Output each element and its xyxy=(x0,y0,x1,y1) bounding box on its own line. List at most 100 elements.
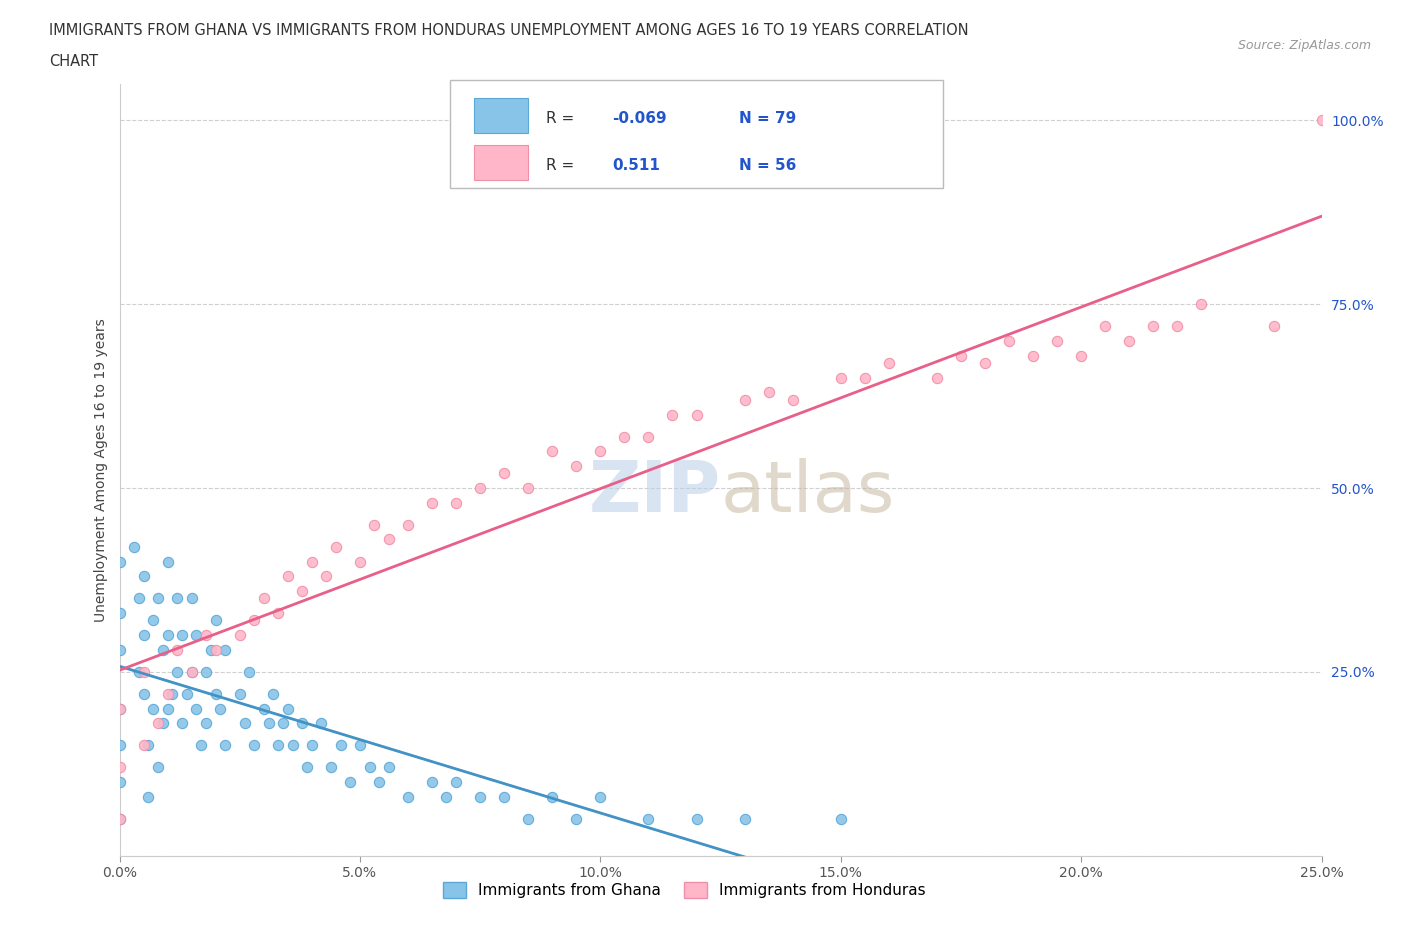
Point xyxy=(291,716,314,731)
Point xyxy=(209,701,232,716)
Point xyxy=(565,811,588,826)
Point xyxy=(685,811,707,826)
Point xyxy=(444,496,467,511)
Point xyxy=(166,664,188,679)
Point xyxy=(108,701,131,716)
Point xyxy=(180,664,202,679)
Point xyxy=(271,716,294,731)
Point xyxy=(517,811,540,826)
Point xyxy=(363,517,385,532)
Point xyxy=(132,664,155,679)
Point xyxy=(368,775,391,790)
Point xyxy=(295,760,318,775)
Point xyxy=(661,407,683,422)
Point xyxy=(565,458,588,473)
Point xyxy=(420,496,443,511)
Point xyxy=(420,775,443,790)
Point xyxy=(315,569,337,584)
Point xyxy=(541,790,564,804)
Point xyxy=(195,716,218,731)
Text: ZIP: ZIP xyxy=(588,458,720,527)
Point xyxy=(734,811,756,826)
Point xyxy=(685,407,707,422)
Point xyxy=(214,643,236,658)
Point xyxy=(228,628,252,643)
Text: Source: ZipAtlas.com: Source: ZipAtlas.com xyxy=(1237,39,1371,52)
Point xyxy=(291,583,314,598)
Point xyxy=(186,628,208,643)
Point xyxy=(190,737,212,752)
Point xyxy=(108,643,131,658)
Point xyxy=(156,628,179,643)
Point xyxy=(243,613,266,628)
Point xyxy=(108,701,131,716)
Point xyxy=(267,605,290,620)
Point xyxy=(195,664,218,679)
Point xyxy=(108,811,131,826)
Point xyxy=(233,716,256,731)
Point xyxy=(170,716,193,731)
Point xyxy=(204,686,226,701)
Point xyxy=(214,737,236,752)
Point xyxy=(186,701,208,716)
Point xyxy=(146,716,169,731)
Point xyxy=(180,664,202,679)
FancyBboxPatch shape xyxy=(474,98,529,133)
Point xyxy=(200,643,222,658)
Point xyxy=(494,466,516,481)
Text: CHART: CHART xyxy=(49,54,98,69)
Point xyxy=(132,737,155,752)
Point xyxy=(281,737,304,752)
Text: 0.511: 0.511 xyxy=(613,158,661,174)
Point xyxy=(378,760,401,775)
Point xyxy=(1310,113,1333,128)
Point xyxy=(267,737,290,752)
Point xyxy=(108,554,131,569)
Point xyxy=(122,539,145,554)
Point xyxy=(146,591,169,605)
Point xyxy=(349,554,371,569)
Point xyxy=(925,370,948,385)
Point xyxy=(329,737,352,752)
Point xyxy=(734,392,756,407)
Point xyxy=(262,686,284,701)
Point xyxy=(142,701,165,716)
Point xyxy=(108,811,131,826)
Point xyxy=(277,569,299,584)
Text: R =: R = xyxy=(547,112,579,126)
Point xyxy=(589,790,612,804)
Point xyxy=(108,775,131,790)
Point xyxy=(758,385,780,400)
Point xyxy=(517,481,540,496)
Point xyxy=(138,737,160,752)
Point xyxy=(1118,334,1140,349)
Point xyxy=(132,628,155,643)
Point xyxy=(974,355,997,370)
Text: R =: R = xyxy=(547,158,579,174)
Point xyxy=(301,737,323,752)
Point xyxy=(349,737,371,752)
Point xyxy=(128,664,150,679)
Point xyxy=(204,643,226,658)
Point xyxy=(359,760,381,775)
Point xyxy=(162,686,184,701)
Point xyxy=(128,591,150,605)
Point xyxy=(108,605,131,620)
Point xyxy=(637,429,659,444)
Point xyxy=(156,701,179,716)
Point xyxy=(243,737,266,752)
Point xyxy=(152,716,174,731)
Y-axis label: Unemployment Among Ages 16 to 19 years: Unemployment Among Ages 16 to 19 years xyxy=(94,318,108,621)
Point xyxy=(468,790,492,804)
Point xyxy=(541,444,564,458)
Point xyxy=(253,701,276,716)
Point xyxy=(108,760,131,775)
Point xyxy=(853,370,876,385)
Point xyxy=(238,664,260,679)
Point xyxy=(228,686,252,701)
Point xyxy=(132,686,155,701)
Point xyxy=(277,701,299,716)
Point xyxy=(166,591,188,605)
Point xyxy=(468,481,492,496)
Point xyxy=(152,643,174,658)
